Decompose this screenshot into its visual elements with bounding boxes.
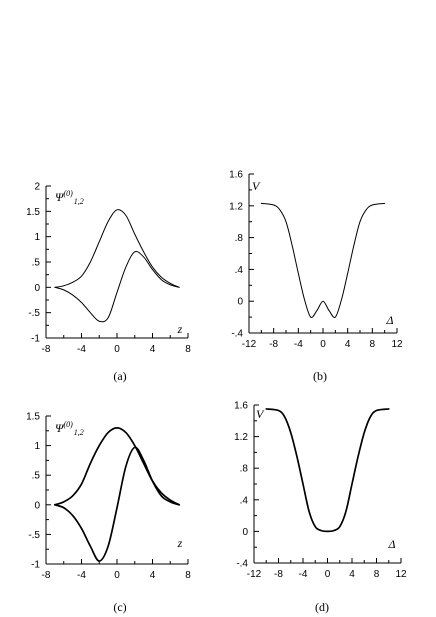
x-tick-label: -4	[77, 570, 86, 581]
y-tick-label: -.5	[28, 308, 40, 319]
panel-a: -1 -.5 0 .5 1 1.5 2 -8 -4 0 4 8 Ψ(0)1,2 z (a)	[26, 182, 191, 384]
x-tick-label: 8	[185, 344, 191, 355]
series-curve-1	[265, 408, 390, 533]
x-tick-label: 0	[325, 569, 331, 580]
x-tick-label: 8	[370, 339, 376, 350]
panel-caption: (a)	[113, 369, 126, 383]
y-axis-label: Ψ(0)1,2	[55, 420, 84, 437]
panel-caption: (b)	[313, 369, 327, 383]
series-curve-2	[54, 446, 180, 562]
x-tick-label: -4	[299, 569, 308, 580]
x-axis-label: z	[177, 322, 183, 336]
x-tick-label: 0	[114, 570, 120, 581]
y-tick-label: 1.5	[26, 412, 40, 423]
series-curve-1	[260, 202, 386, 318]
y-tick-label: .8	[240, 464, 249, 475]
x-tick-label: 4	[150, 344, 156, 355]
y-tick-label: -.4	[231, 329, 243, 340]
x-tick-label: -4	[77, 344, 86, 355]
y-tick-label: 1.6	[234, 401, 248, 412]
y-tick-label: 0	[34, 500, 40, 511]
y-tick-label: 1.2	[229, 201, 243, 212]
x-axis-label: Δ	[387, 537, 395, 551]
series-curve-2	[54, 250, 180, 323]
x-axis-label: Δ	[385, 313, 393, 327]
x-tick-label: 4	[349, 569, 355, 580]
x-tick-label: 12	[395, 569, 407, 580]
x-tick-label: -8	[274, 569, 283, 580]
x-tick-label: -4	[294, 339, 303, 350]
y-tick-label: 1.5	[26, 207, 40, 218]
y-tick-label: 2	[34, 182, 40, 193]
x-tick-label: -8	[42, 344, 51, 355]
x-tick-label: 0	[114, 344, 120, 355]
y-tick-label: 1	[34, 232, 40, 243]
x-tick-label: 4	[345, 339, 351, 350]
y-axis-label: V	[252, 179, 261, 193]
series-curve-1	[54, 426, 180, 506]
y-tick-label: .8	[235, 233, 244, 244]
panel-caption: (d)	[315, 600, 329, 614]
y-tick-label: .5	[32, 471, 41, 482]
y-tick-label: 0	[237, 297, 243, 308]
y-tick-label: .4	[240, 495, 249, 506]
y-tick-label: -1	[31, 560, 40, 571]
y-axis-label: V	[256, 407, 265, 421]
x-tick-label: -8	[42, 570, 51, 581]
x-tick-label: 8	[185, 570, 191, 581]
x-axis-label: z	[177, 536, 183, 550]
y-tick-label: .5	[32, 258, 41, 269]
panel-caption: (c)	[113, 600, 126, 614]
y-tick-label: -.4	[236, 559, 248, 570]
x-tick-label: 4	[150, 570, 156, 581]
x-tick-label: -12	[247, 569, 262, 580]
y-tick-label: 1.2	[234, 432, 248, 443]
y-tick-label: 1.6	[229, 170, 243, 181]
y-axis-label: Ψ(0)1,2	[55, 189, 84, 206]
y-tick-label: -1	[31, 334, 40, 345]
x-tick-label: 0	[320, 339, 326, 350]
x-tick-label: -12	[242, 339, 257, 350]
x-tick-label: 12	[391, 339, 403, 350]
y-tick-label: .4	[235, 265, 244, 276]
y-tick-label: 0	[34, 283, 40, 294]
y-tick-label: 1	[34, 441, 40, 452]
x-tick-label: 8	[374, 569, 380, 580]
x-tick-label: -8	[269, 339, 278, 350]
y-tick-label: 0	[242, 527, 248, 538]
series-curve-1	[54, 209, 180, 288]
panel-b: -.4 0 .4 .8 1.2 1.6 -12 -8 -4 0 4 8 12 V Δ (b)	[229, 170, 403, 384]
y-tick-label: -.5	[28, 530, 40, 541]
panel-d: -.4 0 .4 .8 1.2 1.6 -12 -8 -4 0 4 8 12 V Δ (d)	[234, 401, 407, 615]
panel-c: -1 -.5 0 .5 1 1.5 -8 -4 0 4 8 Ψ(0)1,2 z (c)	[26, 412, 191, 615]
